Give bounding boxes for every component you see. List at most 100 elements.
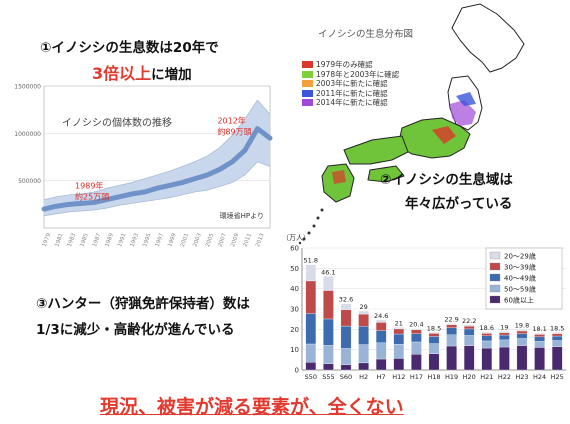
bar-segment xyxy=(358,310,369,315)
x-tick-label: 1985 xyxy=(79,232,90,248)
bar-segment xyxy=(393,358,405,371)
bar-segment xyxy=(305,264,317,282)
bar-segment xyxy=(393,327,405,330)
x-tick-label: 1981 xyxy=(54,233,64,248)
y-tick-label: 500000 xyxy=(18,178,41,185)
bar-segment xyxy=(551,333,563,337)
bar-segment xyxy=(516,345,528,371)
x-tick-label: 2003 xyxy=(192,232,203,248)
bar-total-label: 32.6 xyxy=(339,296,353,304)
bar-segment xyxy=(340,303,352,310)
confidence-band xyxy=(44,100,270,216)
bar-segment xyxy=(516,330,528,334)
annotation-year: 2012年 xyxy=(217,116,245,126)
bar-segment xyxy=(358,362,369,371)
bar-total-label: 18.5 xyxy=(427,324,441,332)
map-shikoku xyxy=(367,165,405,183)
x-tick-label: 2005 xyxy=(205,232,216,248)
bar-legend-label: 30～39歳 xyxy=(504,263,536,272)
bar-total-label: 18.5 xyxy=(550,324,564,332)
x-tick-label: S55 xyxy=(322,373,334,381)
bar-segment xyxy=(393,328,405,335)
bar-segment xyxy=(463,328,475,336)
bar-segment xyxy=(446,324,457,328)
bar-segment xyxy=(428,333,440,337)
bar-segment xyxy=(340,364,352,371)
x-tick-label: H2 xyxy=(359,373,368,381)
bar-total-label: 21 xyxy=(395,319,403,327)
x-tick-label: 2001 xyxy=(180,233,190,248)
x-tick-label: 2007 xyxy=(218,232,229,248)
bar-segment xyxy=(499,346,510,371)
y-tick-label: 50 xyxy=(290,265,299,273)
y-tick-label: 30 xyxy=(290,306,299,314)
map-legend-label: 1978年と2003年に確認 xyxy=(316,69,400,79)
bar-segment xyxy=(481,335,493,342)
chart-title: イノシシの個体数の推移 xyxy=(62,116,172,129)
bar-legend-label: 40～49歳 xyxy=(504,274,536,283)
map-central-red xyxy=(432,126,456,144)
x-tick-label: 1999 xyxy=(167,232,178,248)
map-legend-swatch xyxy=(302,61,313,69)
bar-segment xyxy=(516,329,528,332)
bar-segment xyxy=(305,313,317,345)
bar-segment xyxy=(340,325,352,349)
map-legend-swatch xyxy=(302,80,313,88)
hunter-chart: （万人） 0 10 20 30 40 50 60 51.8 S50 46.1 S55 32.6 S60 29… xyxy=(282,234,566,381)
x-tick-label: H20 xyxy=(463,373,476,381)
japan-distribution-map xyxy=(298,3,525,245)
bar-segment xyxy=(411,328,422,330)
panel2-caption-line2: 年々広がっている xyxy=(405,196,513,212)
map-legend-label: 2003年に新たに確認 xyxy=(316,79,388,89)
bar-segment xyxy=(428,336,440,344)
map-title: イノシシの生息分布図 xyxy=(318,29,414,40)
bar-legend-label: 20～29歳 xyxy=(504,252,536,261)
bar-segment xyxy=(358,344,369,364)
x-tick-label: S60 xyxy=(340,373,352,381)
map-legend-label: 2014年に新たに確認 xyxy=(316,98,388,108)
bar-total-label: 19.8 xyxy=(515,322,529,330)
panel3-caption-line1: ③ハンター（狩猟免許保持者）数は xyxy=(36,296,250,312)
bar-segment xyxy=(481,332,493,334)
bar-segment xyxy=(358,326,369,345)
x-tick-label: 1987 xyxy=(92,232,103,248)
bar-segment xyxy=(411,333,422,343)
bar-segment xyxy=(499,332,510,336)
bar-segment xyxy=(534,336,545,342)
bar-segment xyxy=(481,333,493,336)
bar-segment xyxy=(340,309,352,327)
bar-segment xyxy=(446,345,457,371)
map-legend-label: 1979年のみ確認 xyxy=(316,60,373,70)
map-legend-swatch xyxy=(302,99,313,107)
bar-segment xyxy=(516,338,528,346)
y-tick-label: 40 xyxy=(290,285,299,293)
y-tick-label: 60 xyxy=(290,245,299,253)
bar-total-label: 29 xyxy=(359,303,367,311)
bar-segment xyxy=(463,335,475,346)
x-tick-label: H22 xyxy=(498,373,511,381)
bar-segment xyxy=(463,345,475,371)
y-tick-label: 10 xyxy=(290,346,299,354)
annotation-value: 約89万頭 xyxy=(217,127,251,137)
source-note: 環境省HPより xyxy=(220,211,264,220)
bar-total-label: 46.1 xyxy=(321,268,335,276)
bar-segment xyxy=(499,339,510,348)
bar-segment xyxy=(551,346,563,371)
map-legend-item: 1978年と2003年に確認 xyxy=(302,70,399,80)
bar-segment xyxy=(323,276,334,291)
bar-segment xyxy=(323,318,334,346)
bar-total-label: 24.6 xyxy=(374,312,388,320)
bar-segment xyxy=(534,341,545,348)
bar-segment xyxy=(323,363,334,371)
bar-total-label: 22.2 xyxy=(462,317,476,325)
map-legend-item: 1979年のみ確認 xyxy=(302,60,399,70)
bar-segment xyxy=(428,332,440,334)
x-tick-label: H23 xyxy=(515,373,528,381)
map-tohoku-new xyxy=(456,92,476,106)
map-kyushu-red xyxy=(332,170,346,184)
bar-segment xyxy=(446,327,457,335)
x-tick-label: H25 xyxy=(551,373,564,381)
population-chart: 500000 1000000 1500000 イノシシの個体数の推移 1989年約25万… xyxy=(14,84,273,248)
bar-total-label: 18.6 xyxy=(480,324,494,332)
bar-total-label: 19 xyxy=(500,323,508,331)
